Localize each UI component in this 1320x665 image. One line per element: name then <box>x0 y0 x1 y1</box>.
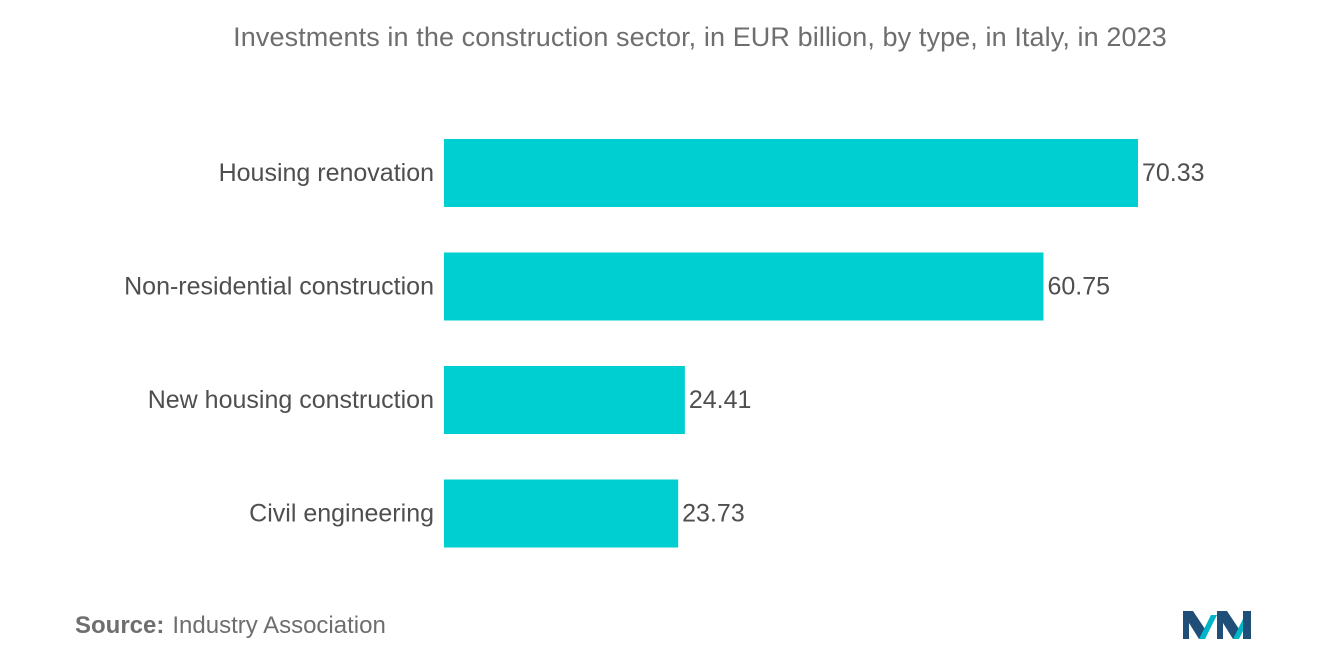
value-label-non-residential-construction: 60.75 <box>1047 273 1110 301</box>
source-note: Source: Industry Association <box>75 612 386 640</box>
bar-civil-engineering <box>444 479 679 548</box>
value-label-civil-engineering: 23.73 <box>682 500 745 528</box>
chart-title: Investments in the construction sector, … <box>233 22 1167 52</box>
source-key: Source: <box>75 612 165 639</box>
mordor-intelligence-logo-icon <box>1183 611 1251 639</box>
value-label-new-housing-construction: 24.41 <box>689 386 752 414</box>
category-label-housing-renovation: Housing renovation <box>219 159 434 187</box>
bar-new-housing-construction <box>444 366 685 434</box>
source-text: Industry Association <box>172 612 386 639</box>
category-label-new-housing-construction: New housing construction <box>148 386 434 414</box>
bar-housing-renovation <box>444 139 1138 207</box>
value-label-housing-renovation: 70.33 <box>1142 159 1205 187</box>
category-label-non-residential-construction: Non-residential construction <box>124 273 434 301</box>
bar-non-residential-construction <box>444 252 1044 321</box>
bars-layer: Housing renovation 70.33 Non-residential c… <box>124 139 1205 548</box>
category-label-civil-engineering: Civil engineering <box>249 500 434 528</box>
bar-chart: Housing renovation 70.33 Non-residential c… <box>124 139 1205 548</box>
